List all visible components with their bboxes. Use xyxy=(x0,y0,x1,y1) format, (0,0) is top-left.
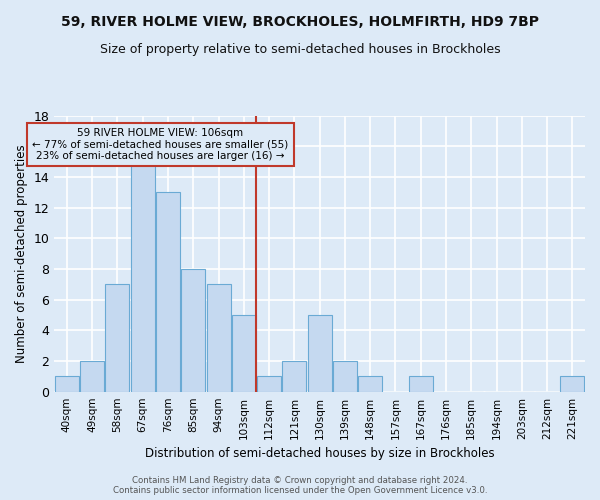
Bar xyxy=(131,162,155,392)
Bar xyxy=(308,315,332,392)
Text: Contains HM Land Registry data © Crown copyright and database right 2024.
Contai: Contains HM Land Registry data © Crown c… xyxy=(113,476,487,495)
Bar xyxy=(333,361,357,392)
Bar xyxy=(181,269,205,392)
Bar xyxy=(156,192,180,392)
Text: 59 RIVER HOLME VIEW: 106sqm
← 77% of semi-detached houses are smaller (55)
23% o: 59 RIVER HOLME VIEW: 106sqm ← 77% of sem… xyxy=(32,128,289,161)
Bar xyxy=(358,376,382,392)
Text: Size of property relative to semi-detached houses in Brockholes: Size of property relative to semi-detach… xyxy=(100,42,500,56)
Bar xyxy=(283,361,307,392)
Bar xyxy=(55,376,79,392)
Bar xyxy=(560,376,584,392)
Y-axis label: Number of semi-detached properties: Number of semi-detached properties xyxy=(15,144,28,363)
Bar xyxy=(257,376,281,392)
Bar xyxy=(232,315,256,392)
Bar xyxy=(206,284,230,392)
X-axis label: Distribution of semi-detached houses by size in Brockholes: Distribution of semi-detached houses by … xyxy=(145,447,494,460)
Bar xyxy=(80,361,104,392)
Bar xyxy=(106,284,130,392)
Text: 59, RIVER HOLME VIEW, BROCKHOLES, HOLMFIRTH, HD9 7BP: 59, RIVER HOLME VIEW, BROCKHOLES, HOLMFI… xyxy=(61,15,539,29)
Bar xyxy=(409,376,433,392)
